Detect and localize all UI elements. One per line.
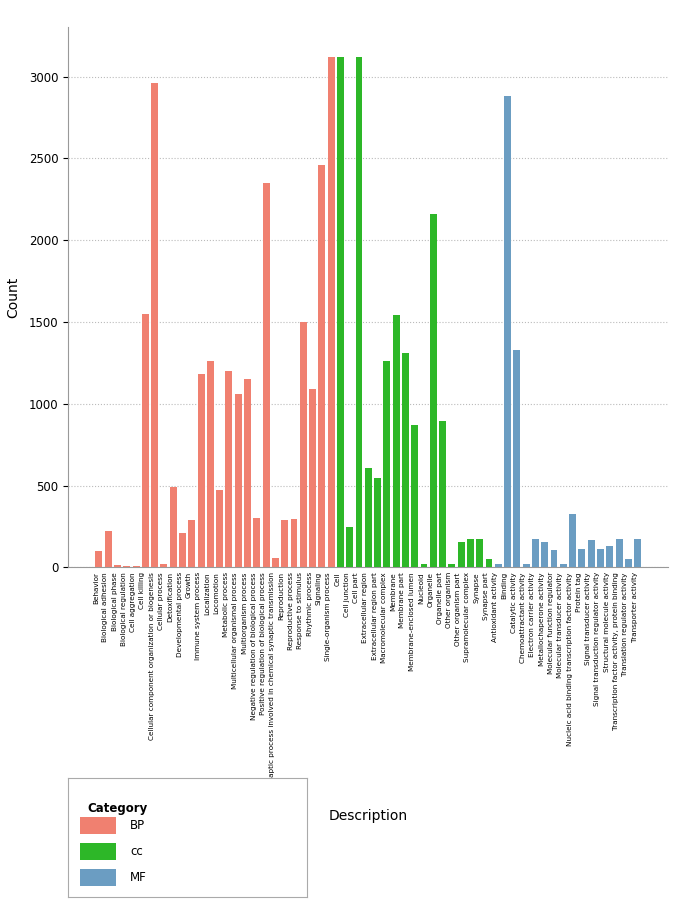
Bar: [337, 57, 344, 567]
Bar: [411, 425, 418, 567]
Bar: [132, 566, 140, 567]
Bar: [504, 96, 511, 567]
Bar: [244, 379, 251, 567]
Bar: [226, 371, 233, 567]
Bar: [439, 421, 446, 567]
Bar: [327, 57, 335, 567]
Bar: [569, 514, 576, 567]
Text: cc: cc: [130, 845, 143, 858]
Bar: [160, 565, 168, 567]
FancyBboxPatch shape: [80, 869, 116, 886]
Bar: [263, 183, 269, 567]
Bar: [281, 520, 288, 567]
Bar: [309, 389, 316, 567]
Bar: [542, 542, 548, 567]
X-axis label: Description: Description: [329, 810, 408, 824]
Bar: [179, 533, 186, 567]
Bar: [142, 314, 149, 567]
Y-axis label: Count: Count: [7, 276, 20, 318]
Bar: [458, 542, 464, 567]
Bar: [606, 546, 613, 567]
Bar: [365, 468, 372, 567]
Bar: [476, 539, 484, 567]
Bar: [123, 566, 130, 567]
Bar: [216, 490, 223, 567]
Bar: [467, 540, 474, 567]
Bar: [253, 518, 261, 567]
Bar: [355, 57, 362, 567]
Bar: [448, 565, 456, 567]
Bar: [486, 559, 492, 567]
Bar: [170, 487, 177, 567]
Bar: [616, 539, 623, 567]
Bar: [291, 519, 297, 567]
Bar: [578, 549, 585, 567]
Bar: [151, 83, 158, 567]
Bar: [188, 520, 195, 567]
Bar: [272, 558, 279, 567]
Bar: [318, 165, 325, 567]
Bar: [625, 559, 632, 567]
Bar: [383, 361, 390, 567]
Text: Category: Category: [87, 802, 147, 814]
Text: MF: MF: [130, 871, 147, 884]
Bar: [495, 565, 502, 567]
Bar: [374, 479, 381, 567]
FancyBboxPatch shape: [80, 844, 116, 860]
Bar: [532, 539, 539, 567]
Bar: [105, 532, 112, 567]
Bar: [114, 565, 121, 567]
Bar: [634, 539, 641, 567]
Bar: [588, 540, 595, 567]
Text: BP: BP: [130, 819, 145, 832]
Bar: [235, 393, 241, 567]
Bar: [346, 527, 353, 567]
Bar: [522, 565, 530, 567]
Bar: [207, 361, 214, 567]
Bar: [597, 549, 604, 567]
Bar: [550, 550, 557, 567]
Bar: [421, 565, 428, 567]
Bar: [430, 214, 436, 567]
FancyBboxPatch shape: [80, 817, 116, 834]
Bar: [393, 316, 400, 567]
Bar: [514, 350, 520, 567]
Bar: [95, 551, 102, 567]
Bar: [300, 322, 307, 567]
Bar: [402, 353, 409, 567]
Bar: [198, 374, 205, 567]
Bar: [560, 565, 567, 567]
